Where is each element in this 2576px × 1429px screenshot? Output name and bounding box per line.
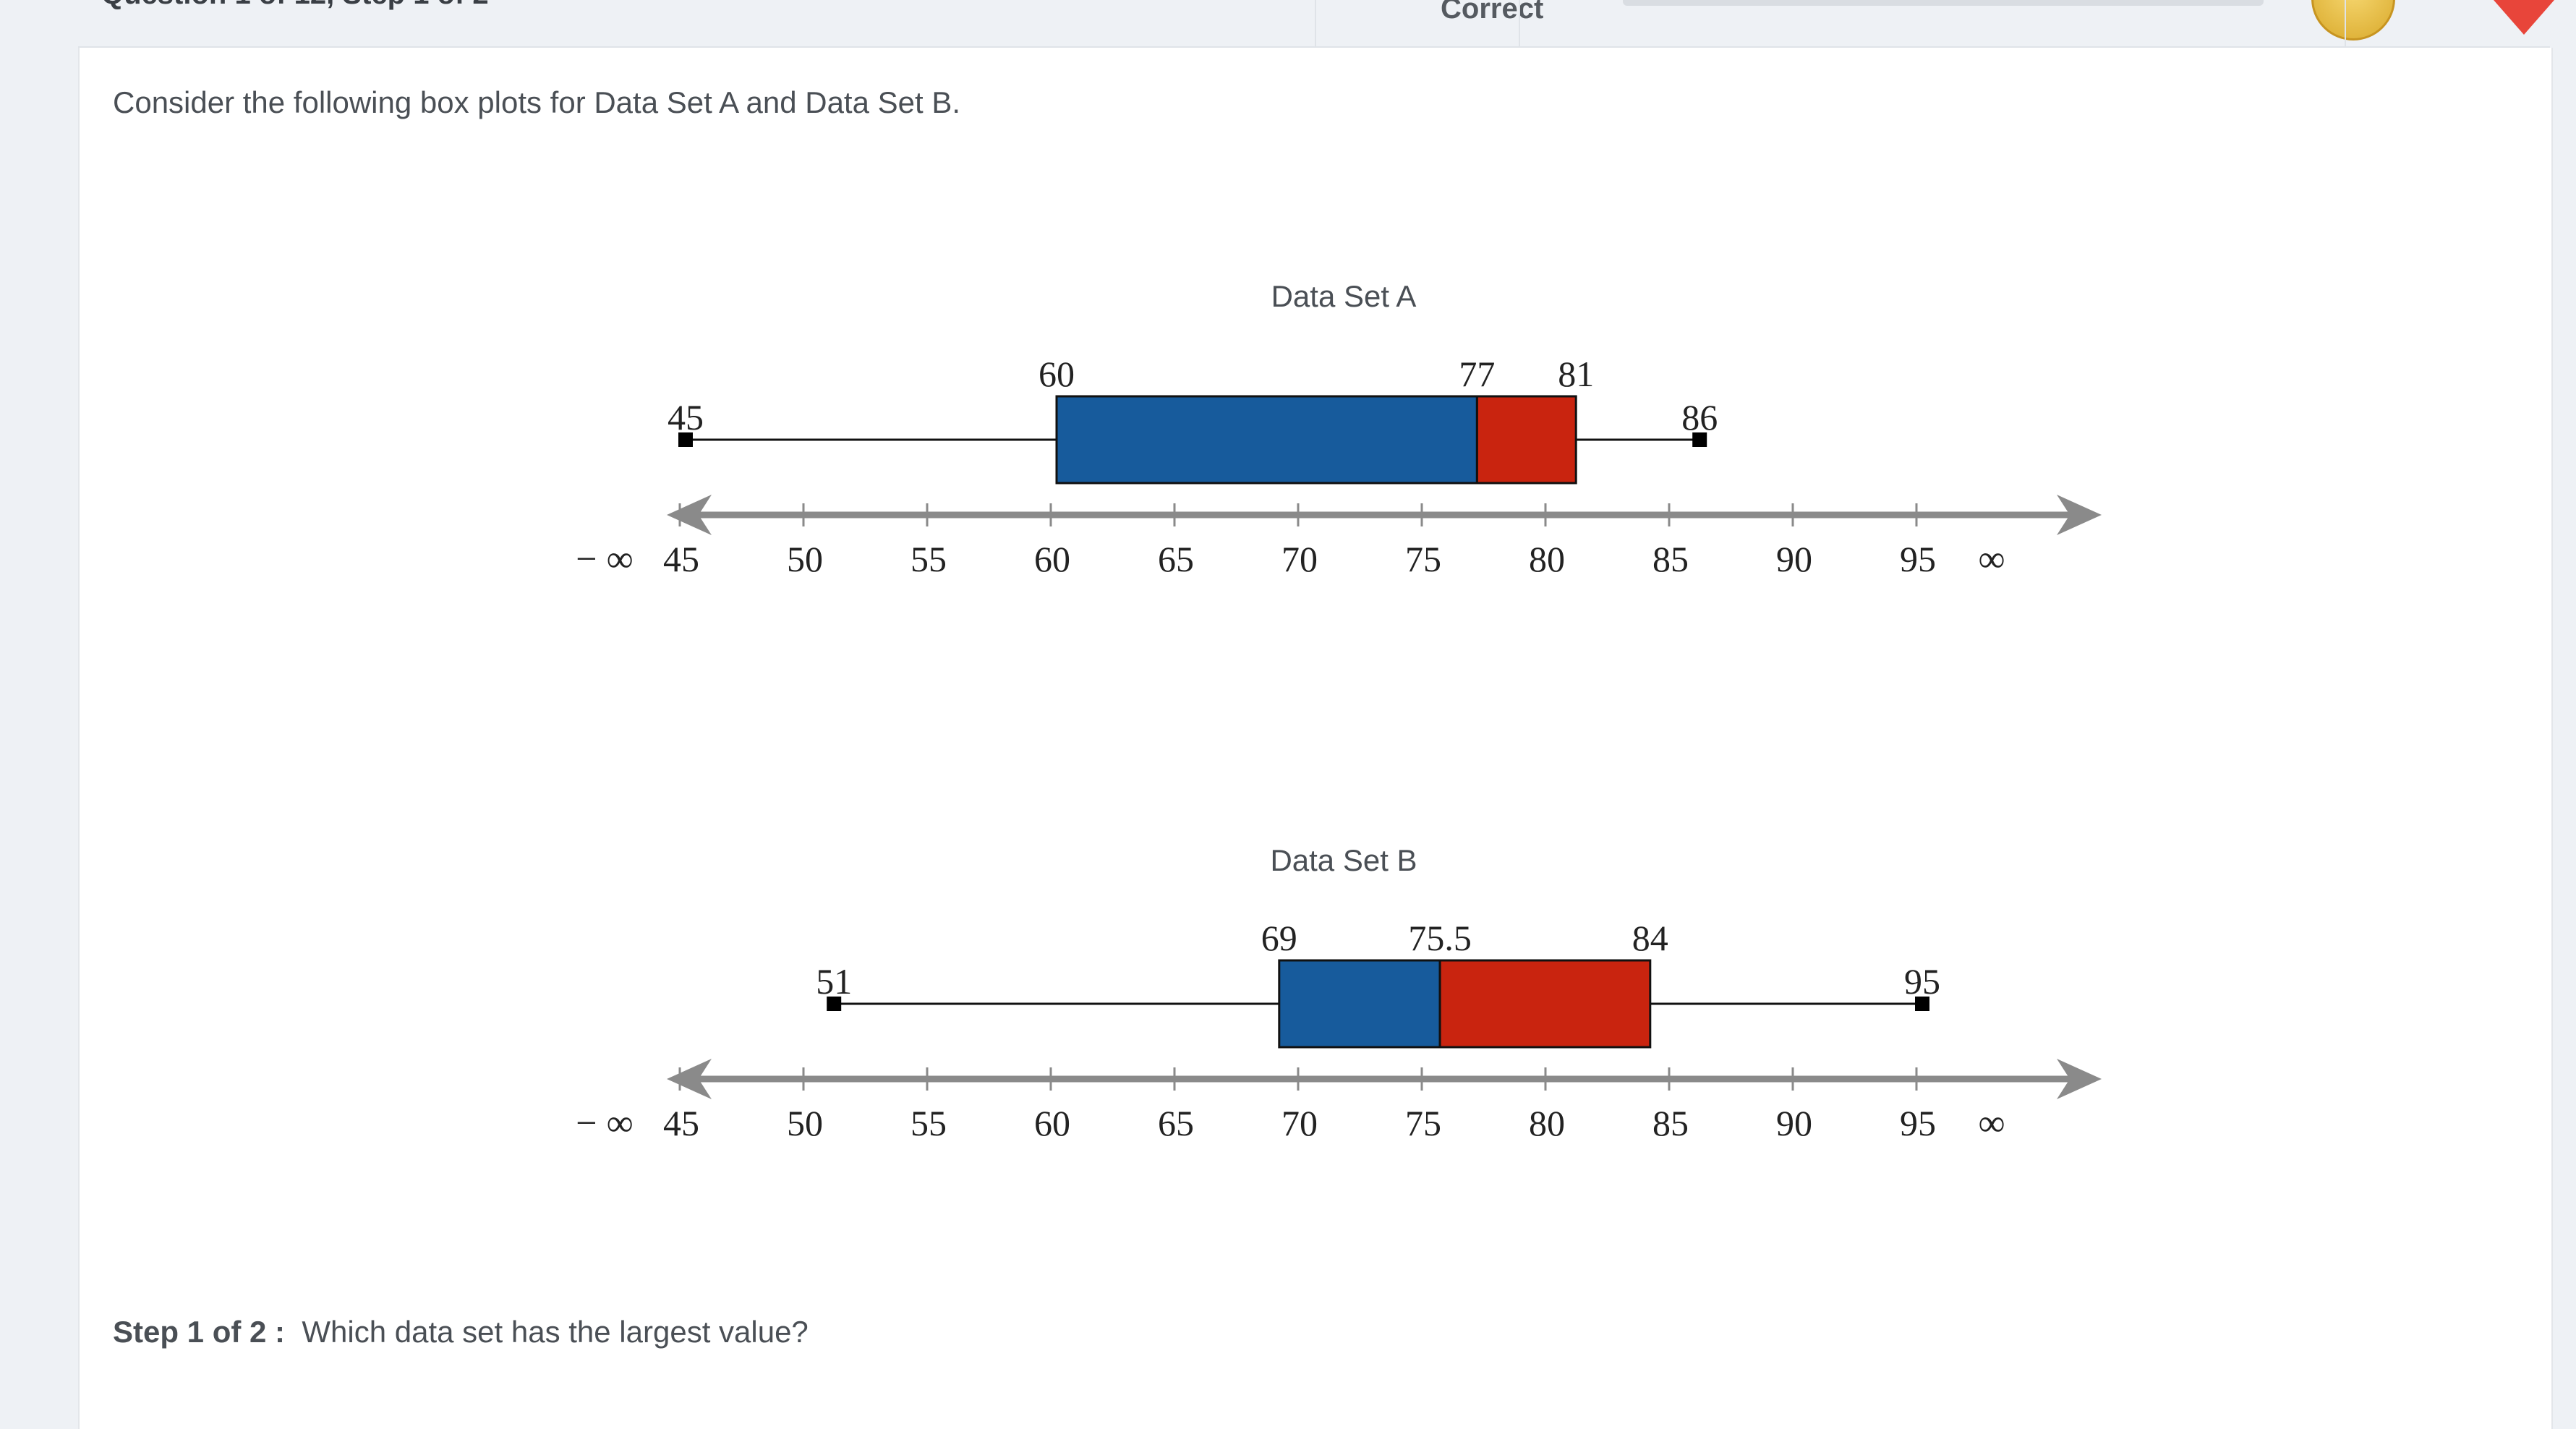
label-max: 86 (1681, 397, 1718, 438)
question-progress: Question 1 of 12, Step 1 of 2 (101, 0, 489, 11)
progress-bar (1623, 0, 2264, 6)
axis-arrow-right (2057, 1059, 2102, 1099)
axis-tick-label: 60 (1034, 1103, 1070, 1143)
axis-tick-label: 80 (1529, 539, 1565, 579)
label-q3: 84 (1632, 918, 1668, 958)
label-max: 95 (1904, 961, 1940, 1002)
status-label: Correct (1441, 0, 1544, 25)
label-median: 77 (1459, 354, 1495, 394)
plot-title: Data Set B (1270, 843, 1417, 877)
axis-tick-label: 55 (910, 539, 947, 579)
axis-tick-label: 45 (663, 1103, 699, 1143)
topbar-divider (1315, 0, 1316, 46)
axis-tick-label: 45 (663, 539, 699, 579)
box-plot-b: Data Set B 51 69 75.5 84 95 45 50 55 60 65 70 75 80 85… (576, 843, 2102, 1144)
axis-infinity-label: ∞ (1978, 539, 2005, 580)
min-marker (827, 997, 842, 1011)
axis-neg-infinity-label: − ∞ (576, 1103, 633, 1144)
min-marker (678, 432, 693, 447)
plot-title: Data Set A (1271, 279, 1417, 313)
step-label: Step 1 of 2 : (113, 1315, 286, 1349)
step-question-text: Which data set has the largest value? (302, 1315, 809, 1349)
box-upper (1438, 959, 1652, 1049)
max-marker (1915, 997, 1929, 1011)
step-question: Step 1 of 2 : Which data set has the lar… (113, 1315, 809, 1349)
label-median: 75.5 (1408, 918, 1472, 958)
box-plots: Data Set A 45 60 77 81 86 45 50 55 60 65 70 75 80 85 90… (576, 279, 2102, 1144)
label-q1: 60 (1038, 354, 1075, 394)
box-lower (1278, 959, 1441, 1049)
label-q1: 69 (1261, 918, 1297, 958)
axis-tick-label: 55 (910, 1103, 947, 1143)
question-panel: Consider the following box plots for Dat… (78, 48, 2553, 1429)
coin-icon[interactable] (2311, 0, 2395, 40)
axis-tick-label: 50 (787, 539, 823, 579)
question-prompt: Consider the following box plots for Dat… (113, 85, 961, 119)
axis-tick-label: 75 (1405, 539, 1441, 579)
box-lower (1055, 395, 1478, 485)
axis-tick-label: 60 (1034, 539, 1070, 579)
axis-tick-label: 95 (1900, 1103, 1936, 1143)
axis-tick-label: 70 (1281, 539, 1318, 579)
axis-tick-label: 50 (787, 1103, 823, 1143)
label-min: 51 (816, 961, 852, 1002)
axis-tick-label: 90 (1776, 1103, 1812, 1143)
axis-tick-label: 75 (1405, 1103, 1441, 1143)
top-bar: Question 1 of 12, Step 1 of 2 Correct (78, 0, 2554, 48)
max-marker (1692, 432, 1707, 447)
axis-infinity-label: ∞ (1978, 1103, 2005, 1144)
axis-arrow-left (667, 1059, 712, 1099)
label-min: 45 (668, 397, 704, 438)
heart-icon[interactable] (2488, 0, 2560, 36)
topbar-divider (2345, 0, 2346, 46)
topbar-divider (1519, 0, 1520, 46)
axis-tick-label: 80 (1529, 1103, 1565, 1143)
axis-arrow-right (2057, 495, 2102, 535)
axis-tick-label: 70 (1281, 1103, 1318, 1143)
box-plot-a: Data Set A 45 60 77 81 86 45 50 55 60 65 70 75 80 85 90… (576, 279, 2102, 580)
axis-tick-label: 95 (1900, 539, 1936, 579)
axis-arrow-left (667, 495, 712, 535)
axis-tick-label: 85 (1652, 1103, 1689, 1143)
axis-tick-label: 65 (1158, 539, 1194, 579)
axis-tick-label: 65 (1158, 1103, 1194, 1143)
box-upper (1475, 395, 1577, 485)
axis-neg-infinity-label: − ∞ (576, 539, 633, 580)
axis-tick-label: 90 (1776, 539, 1812, 579)
label-q3: 81 (1558, 354, 1594, 394)
axis-tick-label: 85 (1652, 539, 1689, 579)
